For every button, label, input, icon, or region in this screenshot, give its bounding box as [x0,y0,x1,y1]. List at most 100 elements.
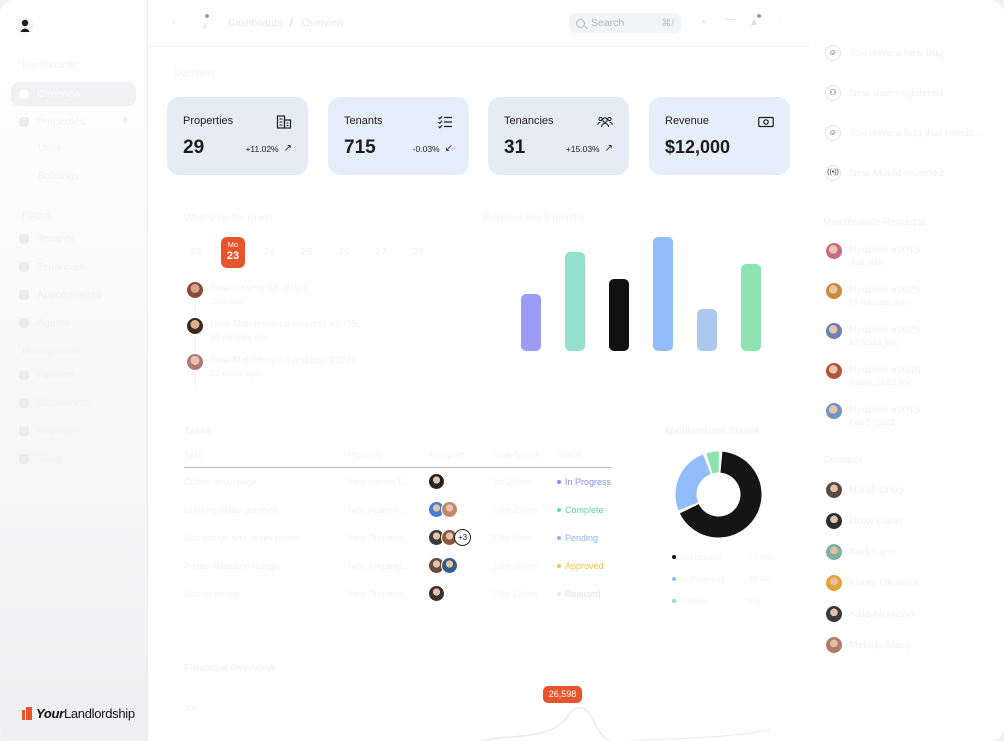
stat-card-tenancies[interactable]: Tenancies 31 +15.03% ↗ [488,97,629,175]
status-badge: Rejected [557,589,601,599]
event-title[interactable]: New Case note: Boyd [210,283,307,294]
search-box[interactable]: Search ⌘/ [569,13,681,33]
bar-2[interactable] [565,252,585,351]
sidebar-toggle-icon[interactable]: ‹ [172,17,176,28]
column-header-assigned[interactable]: Assigned [428,450,466,460]
bar-3[interactable] [609,279,629,351]
stat-card-revenue[interactable]: Revenue $12,000 [649,97,790,175]
contact-name[interactable]: Andi Lane [849,546,897,558]
sidebar-item-appointments[interactable]: Appointments [11,283,136,307]
sidebar-item-documents[interactable]: Documents [11,391,136,415]
column-header-time[interactable]: Time Spent [492,450,538,460]
day-22[interactable]: 22 [190,246,202,258]
chart-title: Revenue last 6 months [483,213,586,224]
request-time: 59 minutes ago [849,297,908,307]
legend-value: 6% [748,596,761,606]
request-time: Today, 11:59 AM [849,377,912,387]
donut-slice-in-progress[interactable] [675,454,711,511]
sidebar-item-tenancies[interactable]: Tenancies [11,255,136,279]
bar-4[interactable] [653,237,673,351]
sidebar-subitem-buildings[interactable]: Buildings [38,171,79,182]
request-title[interactable]: Request #1045 [849,364,921,376]
event-title[interactable]: New Maintenance request #1025 [210,319,357,330]
day-28[interactable]: 28 [412,246,424,258]
day-name: Mo [227,240,239,249]
financial-line-chart [479,707,771,741]
sidebar-item-tenants[interactable]: Tenants [11,227,136,251]
status-dot-icon [557,592,561,596]
sidebar-item-agents[interactable]: Agents [11,311,136,335]
chevron-right-icon [119,115,128,124]
task-name[interactable]: Coffee detail page [184,477,257,487]
sidebar-item-properties[interactable]: Properties [11,110,136,134]
sidebar-item-overview[interactable]: Overview [11,82,136,106]
financial-title: Financial Overview [184,663,275,674]
task-name[interactable]: Drinking bottle graphics [184,505,279,515]
history-icon[interactable]: — [725,14,735,25]
contact-name[interactable]: Koray Okumus [849,577,919,589]
stat-value: $12,000 [665,137,731,157]
user-avatar[interactable] [17,17,33,33]
stat-title: Tenants [344,115,383,127]
assignee-avatars[interactable] [428,557,458,574]
sidebar-item-finance[interactable]: Finance [11,363,136,387]
stat-change: +11.02% [245,143,279,154]
request-title[interactable]: Request #1025 [849,284,921,296]
financial-highlight-badge: 26,598 [543,686,582,703]
stat-card-properties[interactable]: Properties 29 +11.02% ↗ [167,97,308,175]
event-title[interactable]: New Maintenance request #1026 [210,355,357,366]
column-header-task[interactable]: Task [184,450,203,460]
brand-name-rest: Landlordship [63,706,135,721]
contact-name[interactable]: Drew Cano [849,515,902,527]
contact-name[interactable]: Natali Craig [849,484,904,496]
financial-axis-label: 30K [184,703,200,713]
assignee-avatars[interactable] [428,473,445,490]
sidebar-item-reports[interactable]: Reports [11,419,136,443]
panel-toggle-icon[interactable]: ⋮ [774,17,784,28]
table-header-divider [184,467,612,468]
assignee-avatars[interactable]: +3 [428,529,471,546]
stat-card-tenants[interactable]: Tenants 715 -0.03% ↙ [328,97,469,175]
task-name[interactable]: App design and development [184,533,301,543]
assignee-avatars[interactable] [428,501,458,518]
breadcrumb-root[interactable]: Dashboards [228,18,282,29]
event-time: 12 hours ago [210,368,260,378]
chart-icon [19,370,29,380]
notification-title[interactable]: You have a bug that needs... [849,127,983,139]
request-title[interactable]: Request #1015 [849,244,921,256]
request-title[interactable]: Request #1025 [849,324,921,336]
task-name[interactable]: Poster illustation design [184,561,280,571]
bar-6[interactable] [741,264,761,351]
status-label: In Progress [565,477,612,487]
theme-toggle-icon[interactable]: • [702,17,706,28]
avatar [441,557,458,574]
column-header-status[interactable]: Status [557,450,583,460]
contact-name[interactable]: Melody Macy [849,639,911,651]
notification-title[interactable]: New user registered [849,87,943,99]
bar-1[interactable] [521,294,541,351]
star-icon[interactable]: ⌟ [202,19,207,30]
day-26[interactable]: 26 [338,246,350,258]
day-24[interactable]: 24 [264,246,276,258]
bell-icon[interactable]: ▲ [749,17,759,28]
request-title[interactable]: Request #1015 [849,404,921,416]
more-assignees-badge: +3 [454,529,471,546]
day-27[interactable]: 27 [375,246,387,258]
brand-logo[interactable]: YourLandlordship [22,706,135,721]
notification-title[interactable]: You have a new bug [849,47,944,59]
sidebar-item-tools[interactable]: Tools [11,447,136,471]
contact-name[interactable]: Kate Morrison [849,608,915,620]
donut-slice-completed[interactable] [679,451,762,538]
bar-5[interactable] [697,309,717,351]
column-header-property[interactable]: Property [348,450,383,460]
day-23-selected[interactable]: Mo 23 [221,237,245,268]
donut-slice-retired[interactable] [706,451,719,474]
task-name[interactable]: App UI design [184,589,241,599]
assignee-avatars[interactable] [428,585,445,602]
tools-icon [19,454,29,464]
search-input[interactable]: Search [591,17,625,29]
sidebar-subitem-units[interactable]: Units [38,143,61,154]
user-icon: ⚇ [825,85,841,101]
notification-title[interactable]: New Mould reported [849,167,944,179]
day-25[interactable]: 25 [301,246,313,258]
